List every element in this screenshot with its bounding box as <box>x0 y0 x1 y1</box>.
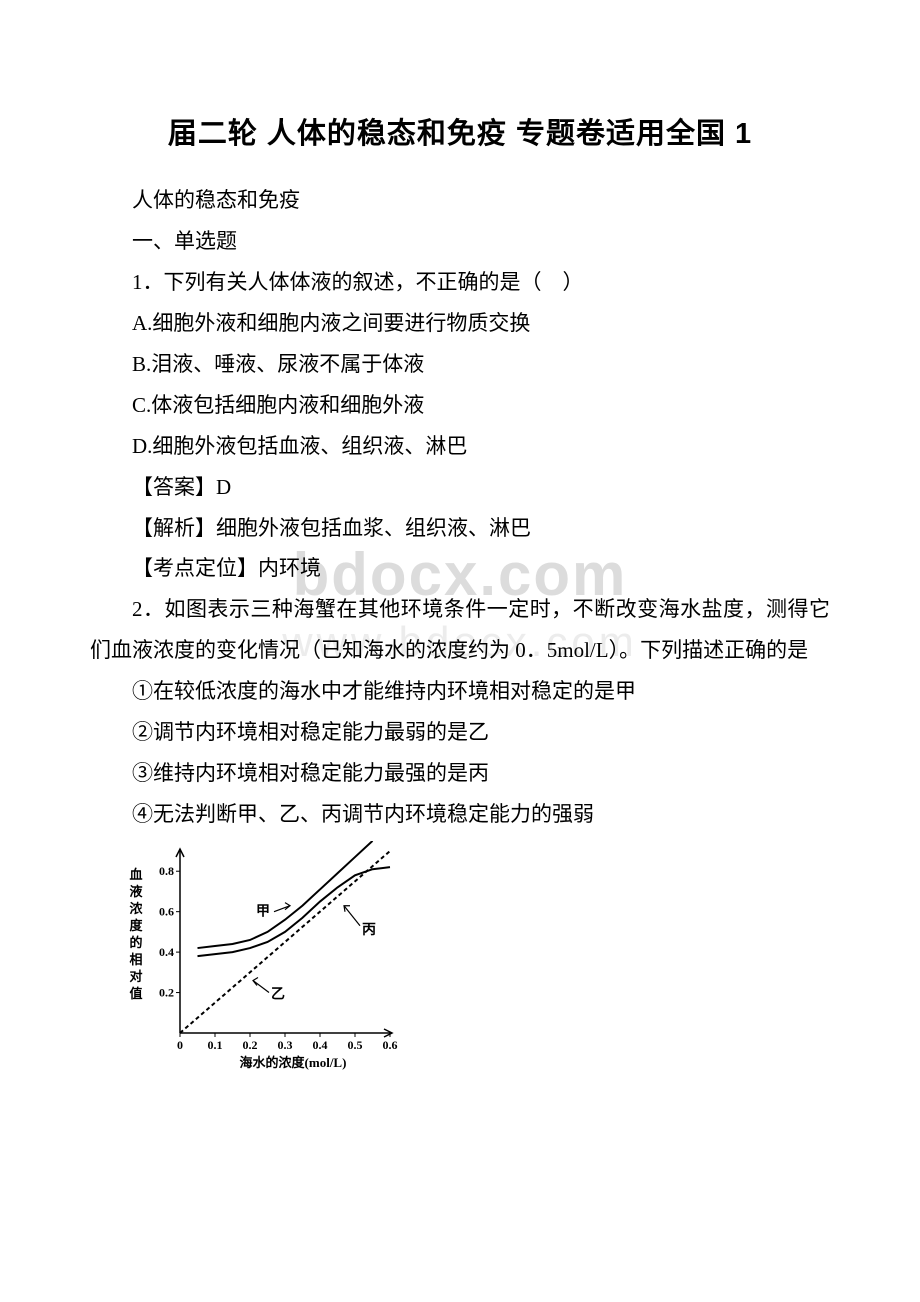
svg-text:液: 液 <box>129 884 142 899</box>
q1-answer: 【答案】D <box>90 467 830 508</box>
q2-opt1: ①在较低浓度的海水中才能维持内环境相对稳定的是甲 <box>90 671 830 712</box>
q2-chart: 0 0.1 0.2 0.3 0.4 0.5 0.6 0.2 0.4 0.6 0.8 血液浓度的相对值海… <box>122 841 830 1076</box>
svg-text:0.8: 0.8 <box>159 864 174 878</box>
svg-text:0.5: 0.5 <box>348 1038 363 1052</box>
q2-stem: 2．如图表示三种海蟹在其他环境条件一定时，不断改变海水盐度，测得它们血液浓度的变… <box>90 589 830 671</box>
svg-text:0.6: 0.6 <box>159 905 174 919</box>
svg-text:血: 血 <box>129 867 142 882</box>
svg-text:0: 0 <box>177 1038 183 1052</box>
svg-text:0.4: 0.4 <box>313 1038 328 1052</box>
svg-text:对: 对 <box>129 969 142 984</box>
q1-option-c: C.体液包括细胞内液和细胞外液 <box>90 385 830 426</box>
q1-stem: 1．下列有关人体体液的叙述，不正确的是（ ） <box>90 262 830 303</box>
svg-text:甲: 甲 <box>256 904 270 920</box>
svg-text:值: 值 <box>129 986 142 1001</box>
q2-opt2: ②调节内环境相对稳定能力最弱的是乙 <box>90 712 830 753</box>
document-title: 届二轮 人体的稳态和免疫 专题卷适用全国 1 <box>90 110 830 152</box>
q1-option-b: B.泪液、唾液、尿液不属于体液 <box>90 344 830 385</box>
svg-text:0.2: 0.2 <box>159 986 174 1000</box>
svg-text:0.3: 0.3 <box>278 1038 293 1052</box>
svg-text:乙: 乙 <box>271 986 285 1002</box>
q2-opt4: ④无法判断甲、乙、丙调节内环境稳定能力的强弱 <box>90 794 830 835</box>
svg-text:0.4: 0.4 <box>159 945 174 959</box>
document-body: 届二轮 人体的稳态和免疫 专题卷适用全国 1 人体的稳态和免疫 一、单选题 1．… <box>90 110 830 1076</box>
q2-opt3: ③维持内环境相对稳定能力最强的是丙 <box>90 753 830 794</box>
svg-text:浓: 浓 <box>129 901 143 916</box>
intro-text: 人体的稳态和免疫 <box>90 180 830 221</box>
svg-text:海水的浓度(mol/L): 海水的浓度(mol/L) <box>240 1055 347 1070</box>
section-heading: 一、单选题 <box>90 221 830 262</box>
svg-text:0.1: 0.1 <box>208 1038 223 1052</box>
svg-text:丙: 丙 <box>362 922 376 938</box>
q1-explanation: 【解析】细胞外液包括血浆、组织液、淋巴 <box>90 508 830 549</box>
svg-text:0.2: 0.2 <box>243 1038 258 1052</box>
svg-text:相: 相 <box>129 952 142 967</box>
svg-text:度: 度 <box>129 918 143 933</box>
svg-text:0.6: 0.6 <box>383 1038 398 1052</box>
q1-option-d: D.细胞外液包括血液、组织液、淋巴 <box>90 426 830 467</box>
svg-text:的: 的 <box>129 935 142 950</box>
q1-option-a: A.细胞外液和细胞内液之间要进行物质交换 <box>90 303 830 344</box>
q1-keypoint: 【考点定位】内环境 <box>90 548 830 589</box>
chart-svg: 0 0.1 0.2 0.3 0.4 0.5 0.6 0.2 0.4 0.6 0.8 血液浓度的相对值海… <box>122 841 402 1071</box>
